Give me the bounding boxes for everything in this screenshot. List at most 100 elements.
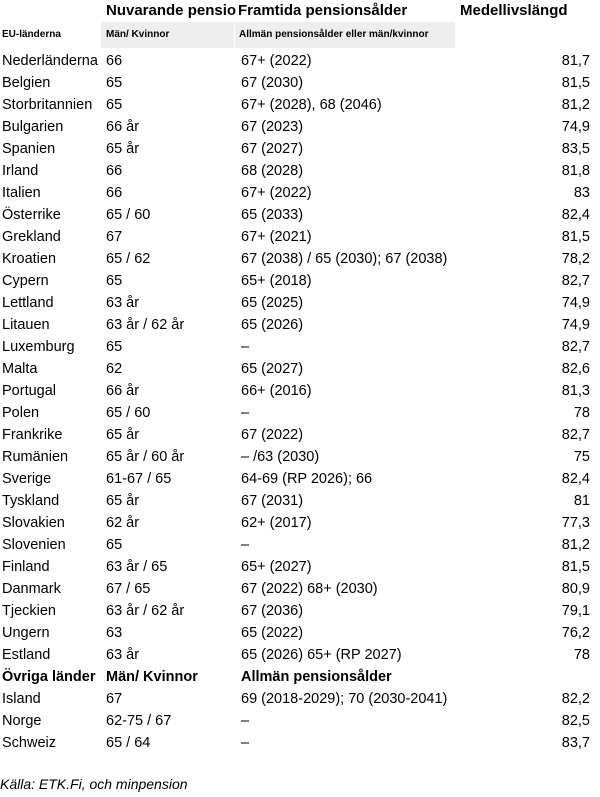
country-cell: Belgien (2, 75, 51, 91)
table-row: Rumänien 65 år / 60 år – /63 (2030) 75 (0, 446, 600, 468)
country-cell: Tyskland (2, 493, 60, 509)
future-age-cell: 67+ (2028), 68 (2046) (241, 97, 382, 113)
country-cell: Sverige (2, 471, 52, 487)
future-age-cell: 65 (2025) (241, 295, 304, 311)
other-general-label: Allmän pensionsålder (241, 669, 392, 685)
current-age-cell: 65 (106, 339, 123, 355)
table-row: Cypern 65 65+ (2018) 82,7 (0, 270, 600, 292)
life-expectancy-cell: 81,5 (561, 229, 590, 245)
table-row: Belgien 65 67 (2030) 81,5 (0, 72, 600, 94)
future-age-cell: 68 (2028) (241, 163, 304, 179)
future-age-cell: – (241, 537, 250, 553)
current-age-cell: 66 år (106, 383, 140, 399)
table-row: Slovenien 65 – 81,2 (0, 534, 600, 556)
table-row: Luxemburg 65 – 82,7 (0, 336, 600, 358)
country-cell: Storbritannien (2, 97, 93, 113)
life-expectancy-cell: 81,2 (561, 537, 590, 553)
country-cell: Kroatien (2, 251, 57, 267)
future-age-cell: 66+ (2016) (241, 383, 312, 399)
table-row: Schweiz 65 / 64 – 83,7 (0, 732, 600, 754)
table-row: Norge 62-75 / 67 – 82,5 (0, 710, 600, 732)
future-age-cell: 65 (2026) 65+ (RP 2027) (241, 647, 402, 663)
current-age-cell: 61-67 / 65 (106, 471, 172, 487)
table-row: Malta 62 65 (2027) 82,6 (0, 358, 600, 380)
table-row: Storbritannien 65 67+ (2028), 68 (2046) 81,… (0, 94, 600, 116)
other-gender-label: Män/ Kvinnor (106, 669, 198, 685)
future-age-cell: – (241, 339, 250, 355)
current-age-cell: 66 (106, 163, 123, 179)
future-age-cell: 64-69 (RP 2026); 66 (241, 471, 373, 487)
country-cell: Österrike (2, 207, 61, 223)
table-row: Island 67 69 (2018-2029); 70 (2030-2041) 82… (0, 688, 600, 710)
table-row: Sverige 61-67 / 65 64-69 (RP 2026); 66 82,4 (0, 468, 600, 490)
life-expectancy-cell: 82,7 (561, 339, 590, 355)
future-age-cell: 67 (2038) / 65 (2030); 67 (2038) (241, 251, 448, 267)
current-age-cell: 62 år (106, 515, 140, 531)
country-cell: Spanien (2, 141, 56, 157)
table-row: Finland 63 år / 65 65+ (2027) 81,5 (0, 556, 600, 578)
current-age-cell: 63 år (106, 647, 140, 663)
life-expectancy-cell: 81,7 (561, 53, 590, 69)
country-cell: Malta (2, 361, 38, 377)
future-age-cell: – (241, 405, 250, 421)
life-expectancy-cell: 75 (573, 449, 590, 465)
current-age-cell: 66 (106, 185, 123, 201)
life-expectancy-cell: 82,4 (561, 207, 590, 223)
life-expectancy-cell: 83,7 (561, 735, 590, 751)
current-age-cell: 65 år (106, 493, 140, 509)
life-expectancy-cell: 81,3 (561, 383, 590, 399)
country-cell: Danmark (2, 581, 61, 597)
life-expectancy-cell: 81,2 (561, 97, 590, 113)
table-row: Bulgarien 66 år 67 (2023) 74,9 (0, 116, 600, 138)
table-row: Ungern 63 65 (2022) 76,2 (0, 622, 600, 644)
life-expectancy-cell: 82,4 (561, 471, 590, 487)
other-countries-header: Övriga länder Män/ Kvinnor Allmän pensio… (0, 666, 600, 688)
table-row: Lettland 63 år 65 (2025) 74,9 (0, 292, 600, 314)
life-expectancy-cell: 81,5 (561, 75, 590, 91)
life-expectancy-cell: 78 (573, 647, 590, 663)
life-expectancy-cell: 83 (573, 185, 590, 201)
col-subheader-eu: EU-länderna (2, 29, 61, 40)
country-cell: Finland (2, 559, 50, 575)
country-cell: Bulgarien (2, 119, 64, 135)
current-age-cell: 65 / 64 (106, 735, 151, 751)
future-age-cell: 67+ (2022) (241, 53, 312, 69)
country-cell: Polen (2, 405, 40, 421)
table-row: Slovakien 62 år 62+ (2017) 77,3 (0, 512, 600, 534)
future-age-cell: 67+ (2021) (241, 229, 312, 245)
table-row: Tjeckien 63 år / 62 år 67 (2036) 79,1 (0, 600, 600, 622)
life-expectancy-cell: 76,2 (561, 625, 590, 641)
life-expectancy-cell: 78,2 (561, 251, 590, 267)
future-age-cell: 67 (2023) (241, 119, 304, 135)
current-age-cell: 62 (106, 361, 123, 377)
current-age-cell: 63 år / 62 år (106, 317, 185, 333)
future-age-cell: 67 (2022) (241, 427, 304, 443)
future-age-cell: 67 (2031) (241, 493, 304, 509)
col-header-life-expectancy: Medellivslängd (460, 2, 568, 19)
country-cell: Frankrike (2, 427, 63, 443)
table-row: Tyskland 65 år 67 (2031) 81 (0, 490, 600, 512)
future-age-cell: 65+ (2018) (241, 273, 312, 289)
life-expectancy-cell: 82,6 (561, 361, 590, 377)
country-cell: Schweiz (2, 735, 56, 751)
country-cell: Grekland (2, 229, 61, 245)
future-age-cell: – /63 (2030) (241, 449, 320, 465)
country-cell: Irland (2, 163, 39, 179)
col-subheader-general: Allmän pensionsålder eller män/kvinnor (235, 22, 455, 48)
current-age-cell: 65 (106, 75, 123, 91)
life-expectancy-cell: 82,7 (561, 427, 590, 443)
current-age-cell: 67 / 65 (106, 581, 151, 597)
table-row: Grekland 67 67+ (2021) 81,5 (0, 226, 600, 248)
future-age-cell: 67 (2036) (241, 603, 304, 619)
table-row: Danmark 67 / 65 67 (2022) 68+ (2030) 80,9 (0, 578, 600, 600)
country-cell: Slovenien (2, 537, 66, 553)
future-age-cell: – (241, 713, 250, 729)
current-age-cell: 63 år / 62 år (106, 603, 185, 619)
life-expectancy-cell: 74,9 (561, 295, 590, 311)
table-row: Spanien 65 år 67 (2027) 83,5 (0, 138, 600, 160)
current-age-cell: 65 / 60 (106, 405, 151, 421)
current-age-cell: 67 (106, 229, 123, 245)
future-age-cell: 65 (2022) (241, 625, 304, 641)
country-cell: Rumänien (2, 449, 69, 465)
table-row: Frankrike 65 år 67 (2022) 82,7 (0, 424, 600, 446)
